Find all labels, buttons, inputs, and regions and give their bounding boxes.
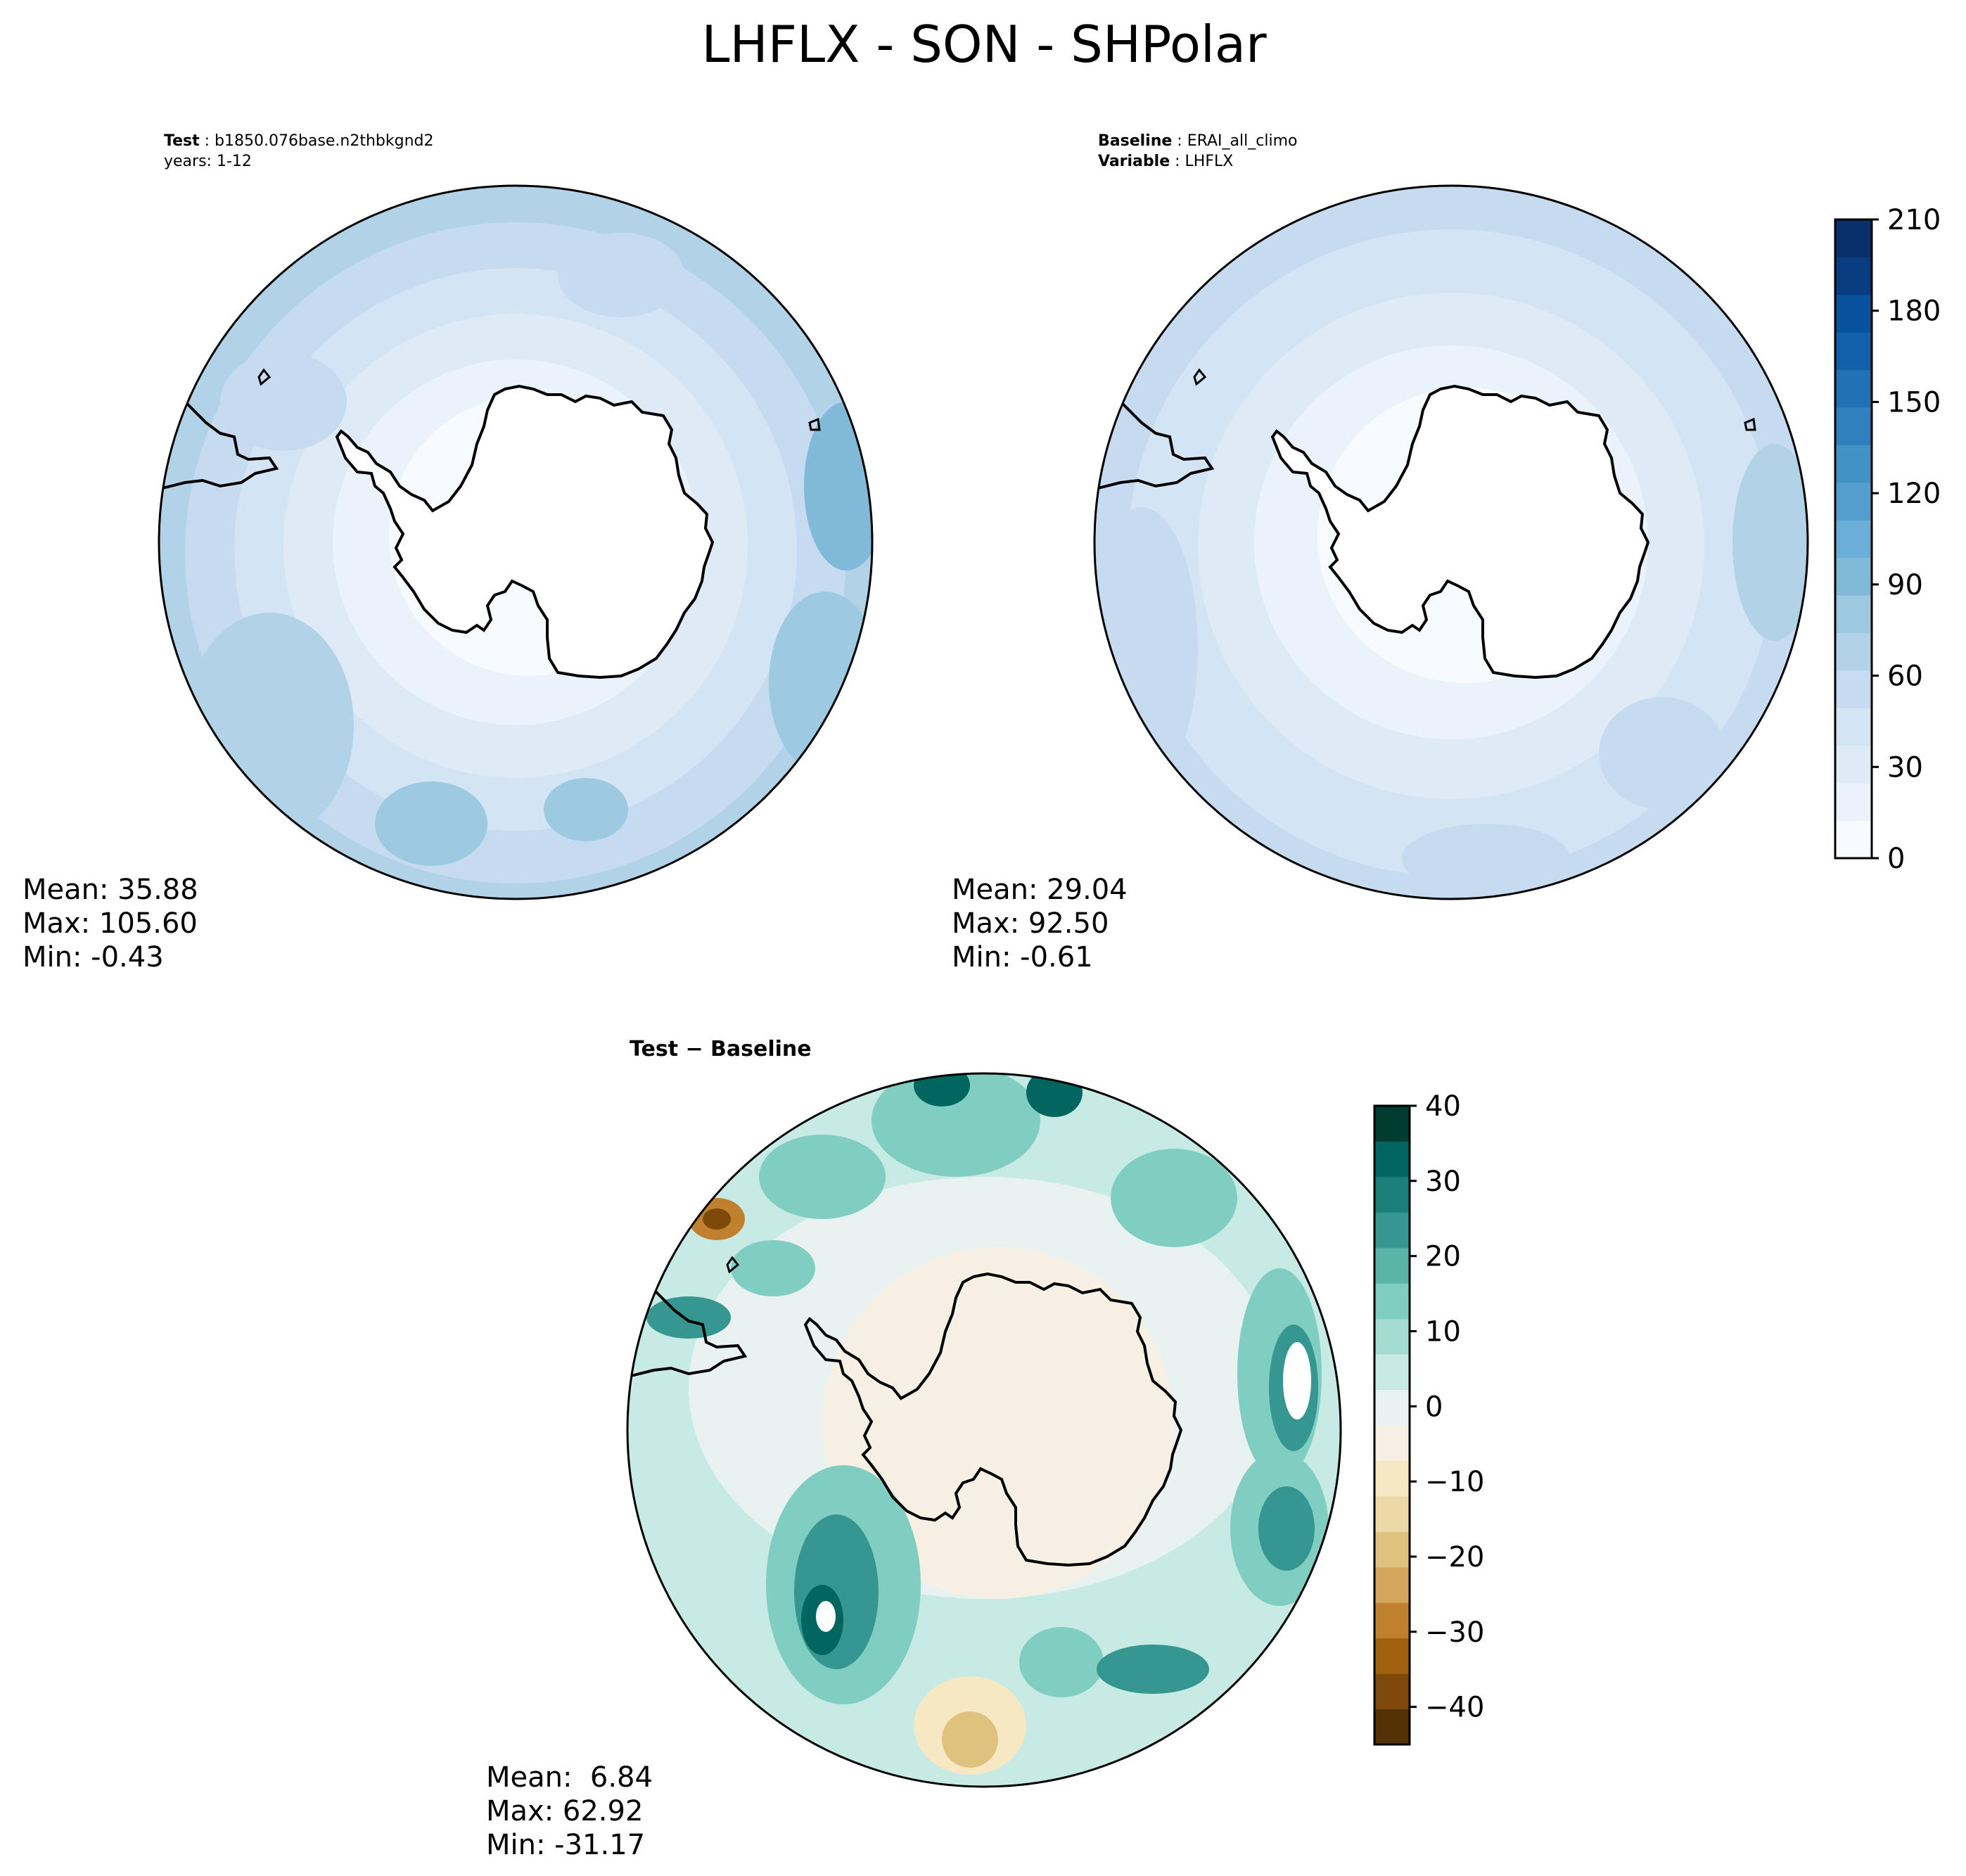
baseline-max: Max: 92.50 <box>952 907 1109 940</box>
colorbar-main-segment <box>1835 257 1872 295</box>
colorbar-main-segment <box>1835 520 1872 559</box>
colorbar-diff-segment <box>1374 1212 1410 1249</box>
diff-title: Test − Baseline <box>630 1037 812 1061</box>
colorbar-diff-segment <box>1374 1673 1410 1710</box>
baseline-min: Min: -0.61 <box>952 941 1093 974</box>
colorbar-main-segment <box>1835 595 1872 634</box>
test-max: Max: 105.60 <box>23 907 198 940</box>
colorbar-diff-segment <box>1374 1460 1410 1497</box>
colorbar-main-segment <box>1835 670 1872 708</box>
variable-label-value: LHFLX <box>1185 153 1234 170</box>
diff-map <box>627 1073 1341 1787</box>
test-min: Min: -0.43 <box>23 941 164 974</box>
colorbar-diff-segment <box>1374 1709 1410 1745</box>
colorbar-main-segment <box>1835 219 1872 257</box>
colorbar-main-segment <box>1835 369 1872 408</box>
test-years: years: 1-12 <box>164 153 252 170</box>
variable-label: Variable : LHFLX <box>1098 153 1233 170</box>
colorbar-diff-tick-label: 10 <box>1425 1315 1461 1348</box>
colorbar-diff-segment <box>1374 1176 1410 1213</box>
baseline-label-key: Baseline <box>1098 132 1172 150</box>
colorbar-main-segment <box>1835 445 1872 483</box>
colorbar-diff-segment <box>1374 1566 1410 1603</box>
colorbar-diff-segment <box>1374 1602 1410 1639</box>
test-map <box>159 186 872 899</box>
colorbar-main-tick-label: 90 <box>1887 569 1923 601</box>
colorbar-main-tick-label: 180 <box>1887 295 1941 328</box>
colorbar-diff-segment <box>1374 1141 1410 1178</box>
colorbar-main-segment <box>1835 745 1872 784</box>
colorbar-main-tick-label: 150 <box>1887 386 1941 419</box>
colorbar-diff-tick-label: −20 <box>1425 1541 1484 1574</box>
colorbar-main-tick-label: 0 <box>1887 843 1905 875</box>
colorbar-diff-tick-label: 40 <box>1425 1090 1461 1123</box>
test-label-value: b1850.076base.n2thbkgnd2 <box>215 132 433 150</box>
colorbar-main-segment <box>1835 632 1872 671</box>
colorbar-diff-segment <box>1374 1318 1410 1355</box>
colorbar-main-segment <box>1835 482 1872 521</box>
variable-label-key: Variable <box>1098 153 1170 170</box>
colorbar-diff-segment <box>1374 1531 1410 1568</box>
colorbar-diff-tick-label: −10 <box>1425 1466 1484 1498</box>
diff-mean: Mean: 6.84 <box>486 1761 653 1794</box>
colorbar-diff-segment <box>1374 1283 1410 1320</box>
diff-min: Min: -31.17 <box>486 1829 645 1861</box>
figure-title: LHFLX - SON - SHPolar <box>701 15 1267 74</box>
colorbar-main-tick-label: 210 <box>1887 204 1941 236</box>
baseline-label-value: ERAI_all_climo <box>1187 132 1298 150</box>
colorbar-diff-segment <box>1374 1425 1410 1461</box>
colorbar-diff-segment <box>1374 1106 1410 1142</box>
colorbar-main-segment <box>1835 557 1872 596</box>
baseline-panel: Baseline : ERAI_all_climo Variable : LHF… <box>952 132 1809 974</box>
colorbar-main-segment <box>1835 820 1872 859</box>
colorbar-diff-segment <box>1374 1354 1410 1391</box>
colorbar-diff-segment <box>1374 1638 1410 1674</box>
colorbar-main: 0 30 60 90 120 150 180 210 <box>1834 204 1941 875</box>
colorbar-diff-tick-label: 30 <box>1425 1166 1461 1198</box>
colorbar-diff-tick-label: −30 <box>1425 1616 1484 1649</box>
colorbar-main-frame <box>1834 218 1873 860</box>
colorbar-main-segment <box>1835 294 1872 333</box>
colorbar-diff-tick-label: −40 <box>1425 1692 1484 1724</box>
diff-max: Max: 62.92 <box>486 1795 643 1827</box>
colorbar-diff-segment <box>1374 1247 1410 1284</box>
test-label: Test : b1850.076base.n2thbkgnd2 <box>164 132 434 150</box>
colorbar-main-segment <box>1835 783 1872 822</box>
test-panel: Test : b1850.076base.n2thbkgnd2 years: 1… <box>23 132 874 974</box>
test-mean: Mean: 35.88 <box>23 874 198 906</box>
baseline-map <box>1094 186 1808 899</box>
colorbar-main-tick-label: 30 <box>1887 751 1923 784</box>
colorbar-diff-frame <box>1373 1104 1411 1746</box>
colorbar-diff-segment <box>1374 1495 1410 1532</box>
colorbar-diff-tick-label: 20 <box>1425 1241 1461 1273</box>
diff-panel: Test − Baseline <box>486 1037 1342 1861</box>
colorbar-main-segment <box>1835 407 1872 445</box>
colorbar-main-tick-label: 120 <box>1887 478 1941 510</box>
baseline-mean: Mean: 29.04 <box>952 874 1128 906</box>
baseline-label: Baseline : ERAI_all_climo <box>1098 132 1297 150</box>
colorbar-main-tick-label: 60 <box>1887 661 1923 693</box>
colorbar-diff: −40 −30 −20 −10 0 10 20 30 40 <box>1373 1090 1484 1746</box>
colorbar-diff-segment <box>1374 1389 1410 1426</box>
colorbar-main-segment <box>1835 332 1872 371</box>
colorbar-main-segment <box>1835 708 1872 746</box>
colorbar-diff-tick-label: 0 <box>1425 1391 1443 1423</box>
test-label-key: Test <box>164 132 200 150</box>
